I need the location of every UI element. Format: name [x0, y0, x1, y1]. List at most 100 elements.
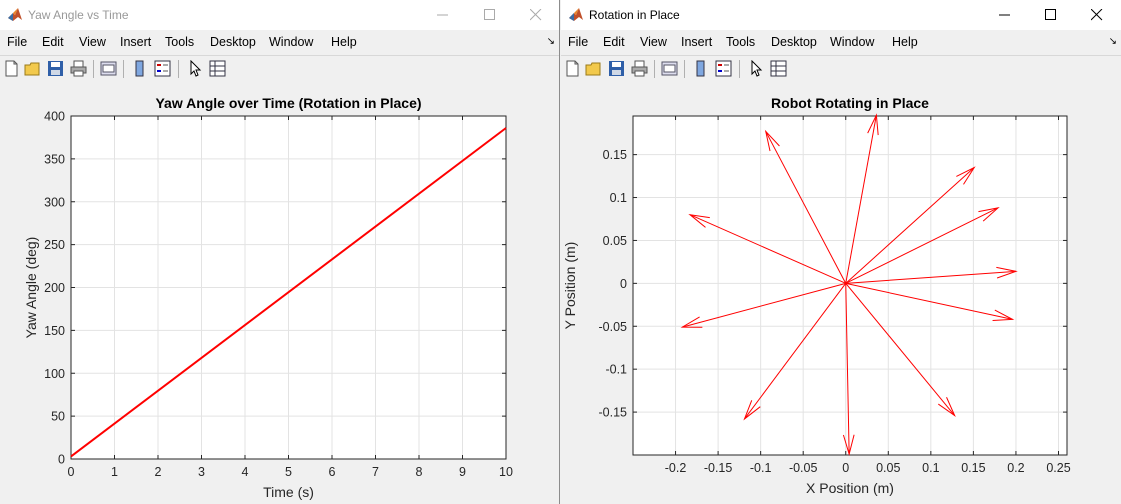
arrow-shaft [765, 131, 847, 284]
title-bar[interactable]: Yaw Angle vs Time [0, 0, 559, 30]
menu-window[interactable]: Window [269, 35, 314, 49]
y-tick-label: -0.05 [599, 320, 628, 334]
menu-insert[interactable]: Insert [681, 35, 713, 49]
save-icon[interactable] [608, 60, 625, 77]
menu-help[interactable]: Help [331, 35, 357, 49]
arrow-shaft [845, 207, 999, 284]
menu-desktop[interactable]: Desktop [210, 35, 256, 49]
menu-view[interactable]: View [640, 35, 667, 49]
close-button[interactable] [513, 0, 559, 30]
x-axis-label: X Position (m) [806, 480, 894, 496]
maximize-icon [484, 9, 495, 20]
print-icon[interactable] [631, 60, 648, 77]
property-inspector-icon[interactable] [209, 60, 226, 77]
menu-insert[interactable]: Insert [120, 35, 152, 49]
minimize-icon [437, 14, 448, 16]
x-tick-label: 0.1 [922, 461, 939, 475]
chart-title: Robot Rotating in Place [771, 95, 929, 111]
axes-background [633, 116, 1067, 455]
arrow-head [743, 400, 761, 421]
arrow-head [978, 206, 1000, 222]
x-tick-label: 1 [111, 465, 118, 479]
matlab-icon [8, 8, 22, 21]
arrow-shaft [845, 283, 850, 455]
legend-icon[interactable] [715, 60, 732, 77]
y-tick-label: 0.15 [603, 148, 627, 162]
y-tick-label: 350 [44, 152, 65, 166]
pointer-icon[interactable] [747, 60, 764, 77]
x-tick-label: -0.2 [665, 461, 687, 475]
new-figure-icon[interactable] [3, 60, 20, 77]
pointer-icon[interactable] [186, 60, 203, 77]
yaw-angle-chart[interactable]: 0 1 2 3 4 5 6 7 8 9 10050100150200250300350400Yaw … [0, 82, 560, 504]
x-tick-label: 10 [499, 465, 513, 479]
plot-canvas[interactable]: 0 1 2 3 4 5 6 7 8 9 10 0 50 100 150 200 250 300 350 400 Yaw … [0, 82, 559, 504]
y-tick-label: 0.1 [610, 191, 627, 205]
toolbar-separator [654, 60, 655, 78]
arrow-head [688, 213, 710, 228]
toolbar-separator [93, 60, 94, 78]
maximize-button[interactable] [1028, 0, 1074, 30]
menu-view[interactable]: View [79, 35, 106, 49]
window-title: Yaw Angle vs Time [28, 8, 129, 22]
y-tick-label: 50 [51, 410, 65, 424]
x-tick-label: -0.05 [789, 461, 818, 475]
y-tick-label: 0.05 [603, 234, 627, 248]
x-tick-label: 2 [155, 465, 162, 479]
y-tick-label: 400 [44, 110, 65, 124]
minimize-button[interactable] [420, 0, 466, 30]
save-icon[interactable] [47, 60, 64, 77]
arrow-shaft [845, 167, 975, 284]
arrow-head [956, 166, 976, 185]
menu-desktop[interactable]: Desktop [771, 35, 817, 49]
menu-tools[interactable]: Tools [165, 35, 195, 49]
x-tick-label: 0 [842, 461, 849, 475]
figure-window-yaw[interactable]: Yaw Angle vs Time File Edit View Insert … [0, 0, 560, 504]
arrow-shaft [845, 283, 956, 416]
matlab-icon [569, 8, 583, 21]
menu-overflow-icon[interactable]: ↘ [1108, 36, 1117, 47]
close-button[interactable] [1074, 0, 1120, 30]
menu-file[interactable]: File [568, 35, 589, 49]
legend-icon[interactable] [154, 60, 171, 77]
print-icon[interactable] [70, 60, 87, 77]
menu-window[interactable]: Window [830, 35, 875, 49]
arrow-shaft [682, 282, 846, 328]
x-tick-label: 0.25 [1046, 461, 1070, 475]
y-tick-label: 100 [44, 367, 65, 381]
open-file-icon[interactable] [24, 60, 41, 77]
toolbar [561, 55, 1121, 83]
link-plot-icon[interactable] [100, 60, 117, 77]
menu-help[interactable]: Help [892, 35, 918, 49]
new-figure-icon[interactable] [564, 60, 581, 77]
x-tick-label: 5 [285, 465, 292, 479]
x-axis-label: Time (s) [263, 484, 314, 500]
menu-edit[interactable]: Edit [42, 35, 64, 49]
y-tick-label: 200 [44, 281, 65, 295]
arrow-head [996, 266, 1018, 279]
maximize-button[interactable] [467, 0, 513, 30]
open-file-icon[interactable] [585, 60, 602, 77]
property-inspector-icon[interactable] [770, 60, 787, 77]
x-tick-label: -0.1 [750, 461, 772, 475]
chart-title: Yaw Angle over Time (Rotation in Place) [155, 95, 421, 111]
menu-overflow-icon[interactable]: ↘ [546, 36, 555, 47]
arrow-shaft [845, 282, 1013, 320]
x-tick-label: -0.15 [704, 461, 733, 475]
x-tick-label: 4 [242, 465, 249, 479]
x-tick-label: 0.2 [1007, 461, 1024, 475]
y-tick-label: 150 [44, 324, 65, 338]
minimize-icon [999, 14, 1010, 16]
colorbar-icon[interactable] [692, 60, 709, 77]
plot-canvas[interactable]: -0.2 -0.15 -0.1 -0.05 0 0.05 0.1 0.15 0.2 0.25 -0.… [561, 82, 1121, 504]
rotation-quiver-chart[interactable]: -0.2 -0.15 -0.1 -0.05 0 0.05 0.1 0.15 0.2 0.25 -0.… [561, 82, 1121, 504]
menu-tools[interactable]: Tools [726, 35, 756, 49]
title-bar[interactable]: Rotation in Place [561, 0, 1121, 30]
menu-edit[interactable]: Edit [603, 35, 625, 49]
menu-file[interactable]: File [7, 35, 28, 49]
figure-window-rotation[interactable]: Rotation in Place File Edit View Insert … [561, 0, 1121, 504]
link-plot-icon[interactable] [661, 60, 678, 77]
window-title: Rotation in Place [589, 8, 680, 22]
colorbar-icon[interactable] [131, 60, 148, 77]
minimize-button[interactable] [982, 0, 1028, 30]
